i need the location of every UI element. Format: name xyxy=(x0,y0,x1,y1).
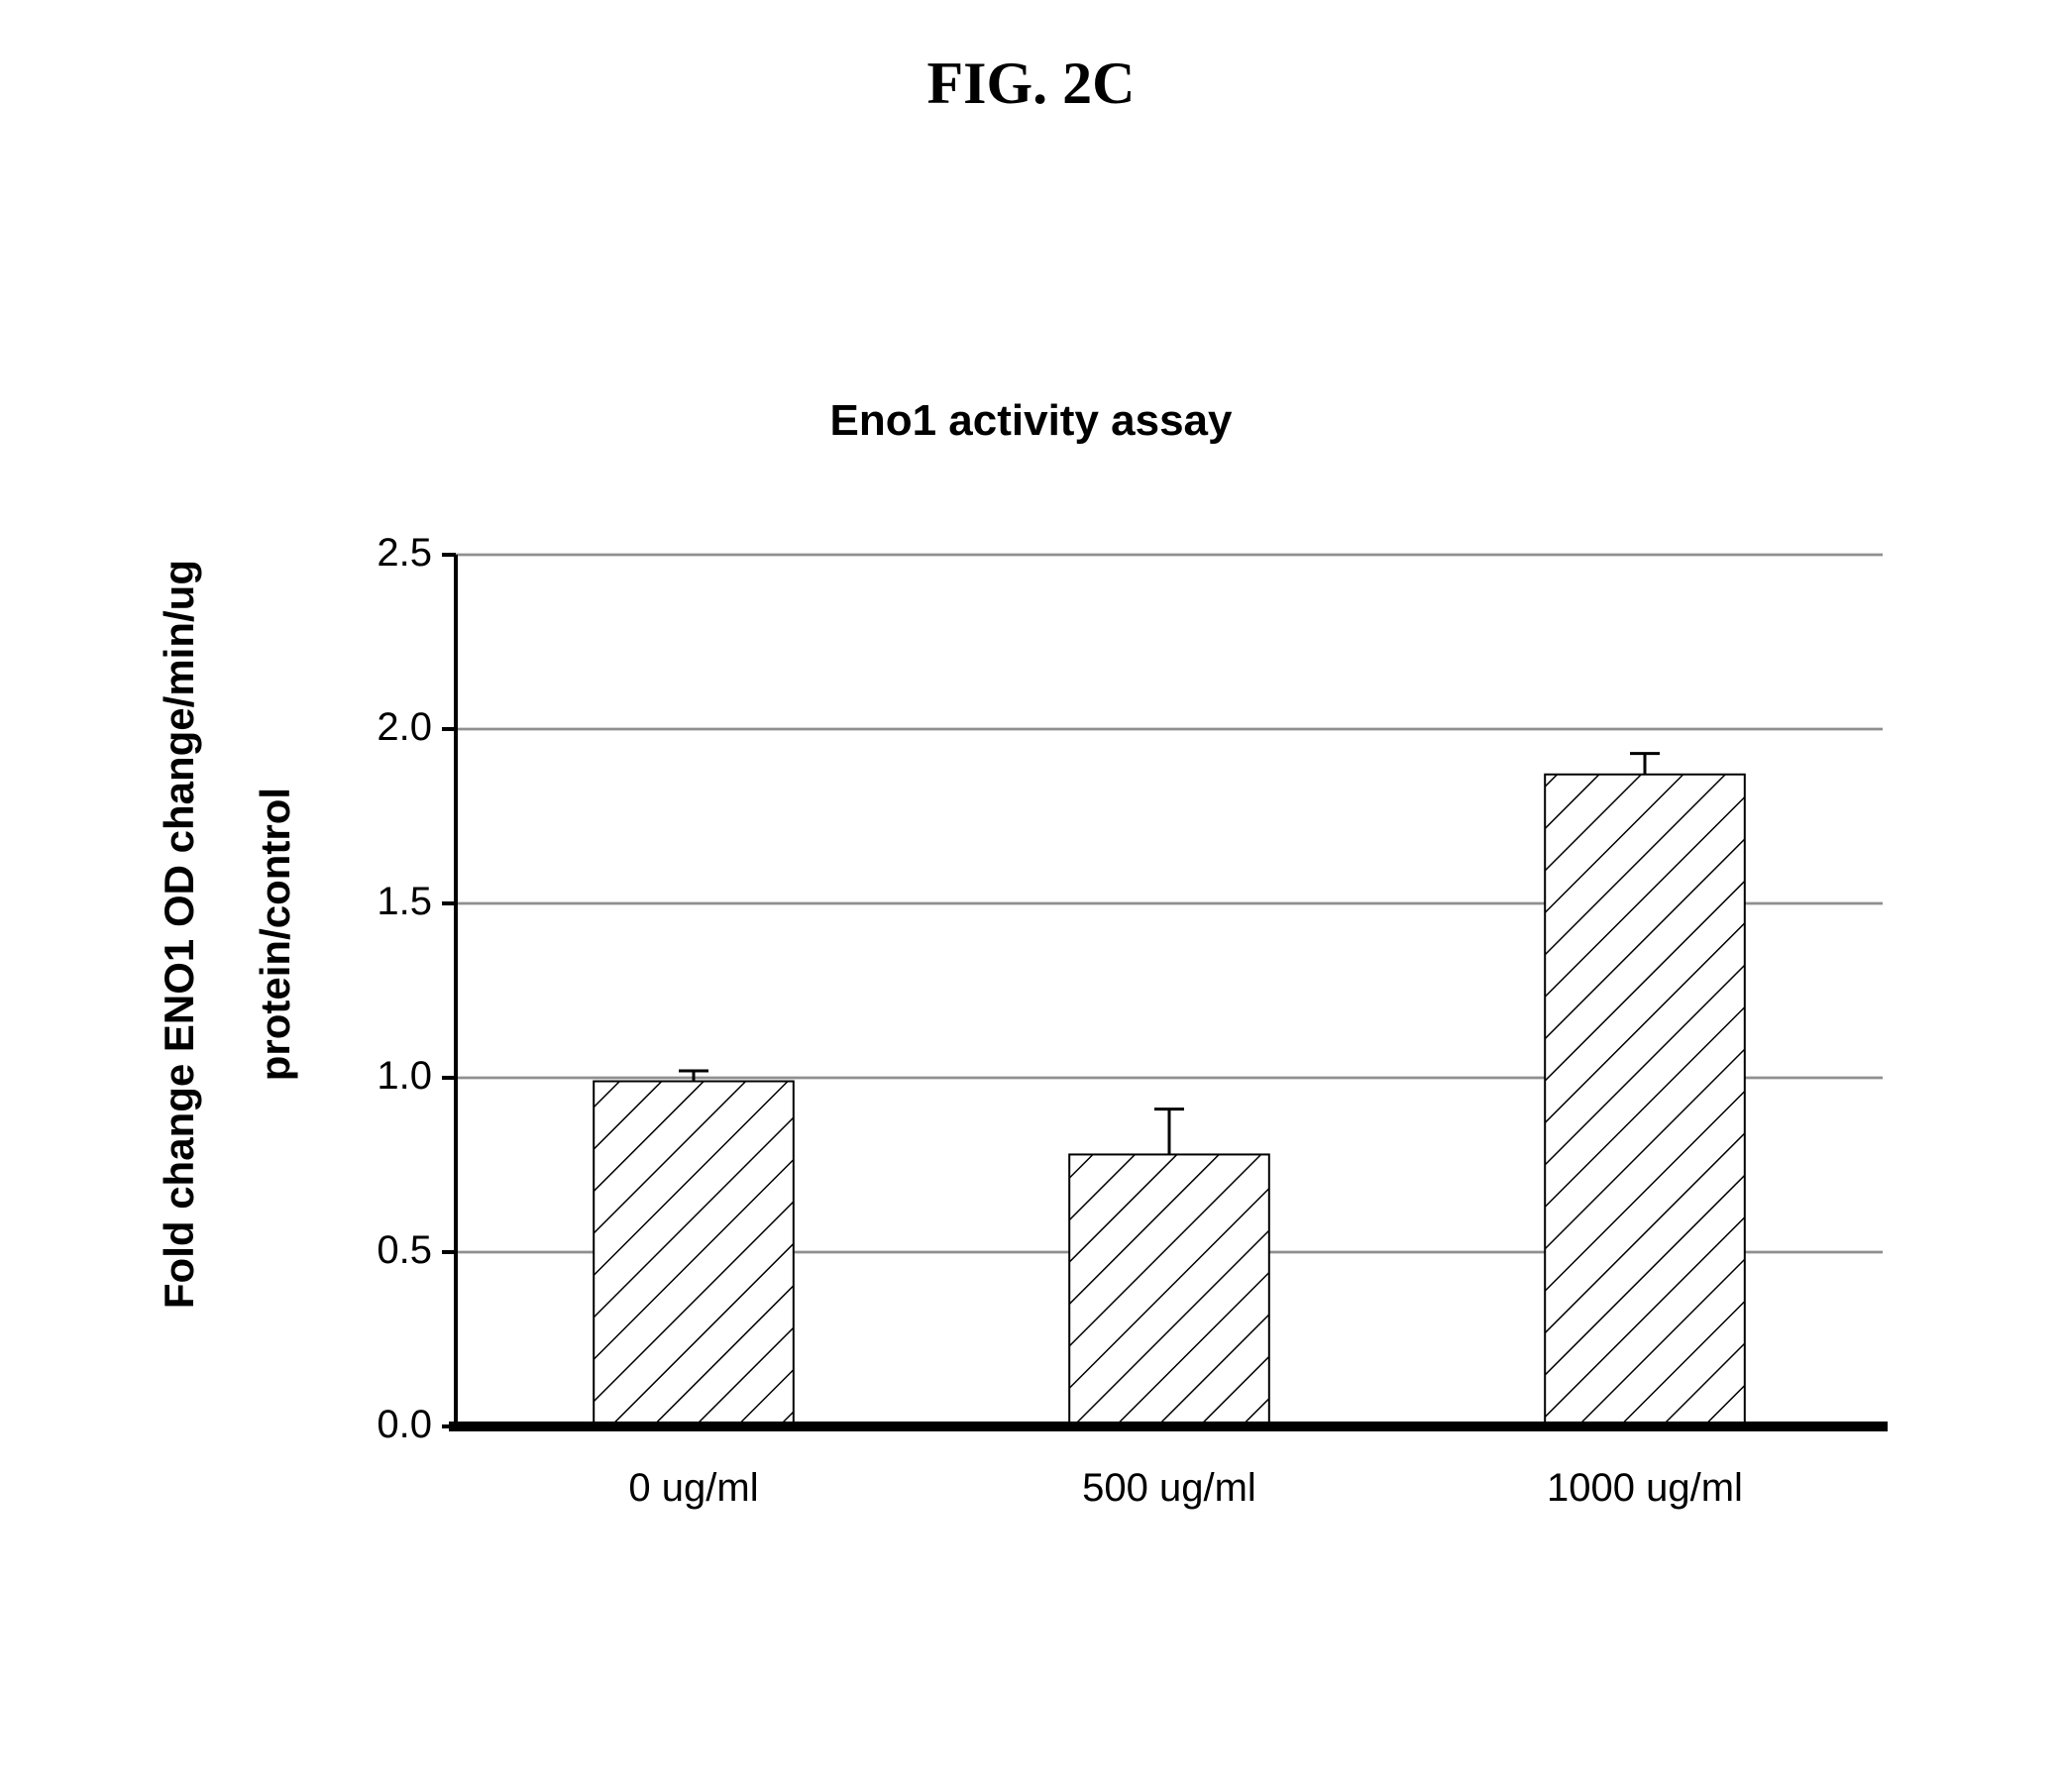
chart-container: Fold change ENO1 OD change/min/ug protei… xyxy=(198,535,1922,1625)
figure-label: FIG. 2C xyxy=(0,50,2062,118)
y-tick-label: 2.5 xyxy=(343,531,432,576)
y-tick-label: 0.0 xyxy=(343,1403,432,1447)
bar-chart xyxy=(198,535,1922,1625)
chart-title: Eno1 activity assay xyxy=(0,396,2062,446)
x-tick-label: 500 ug/ml xyxy=(1021,1466,1318,1511)
y-tick-label: 1.0 xyxy=(343,1054,432,1099)
y-tick-label: 1.5 xyxy=(343,880,432,924)
x-tick-label: 0 ug/ml xyxy=(545,1466,842,1511)
y-tick-label: 2.0 xyxy=(343,705,432,750)
x-tick-label: 1000 ug/ml xyxy=(1496,1466,1793,1511)
y-axis-label-line1: Fold change ENO1 OD change/min/ug xyxy=(157,560,203,1309)
y-tick-label: 0.5 xyxy=(343,1228,432,1273)
